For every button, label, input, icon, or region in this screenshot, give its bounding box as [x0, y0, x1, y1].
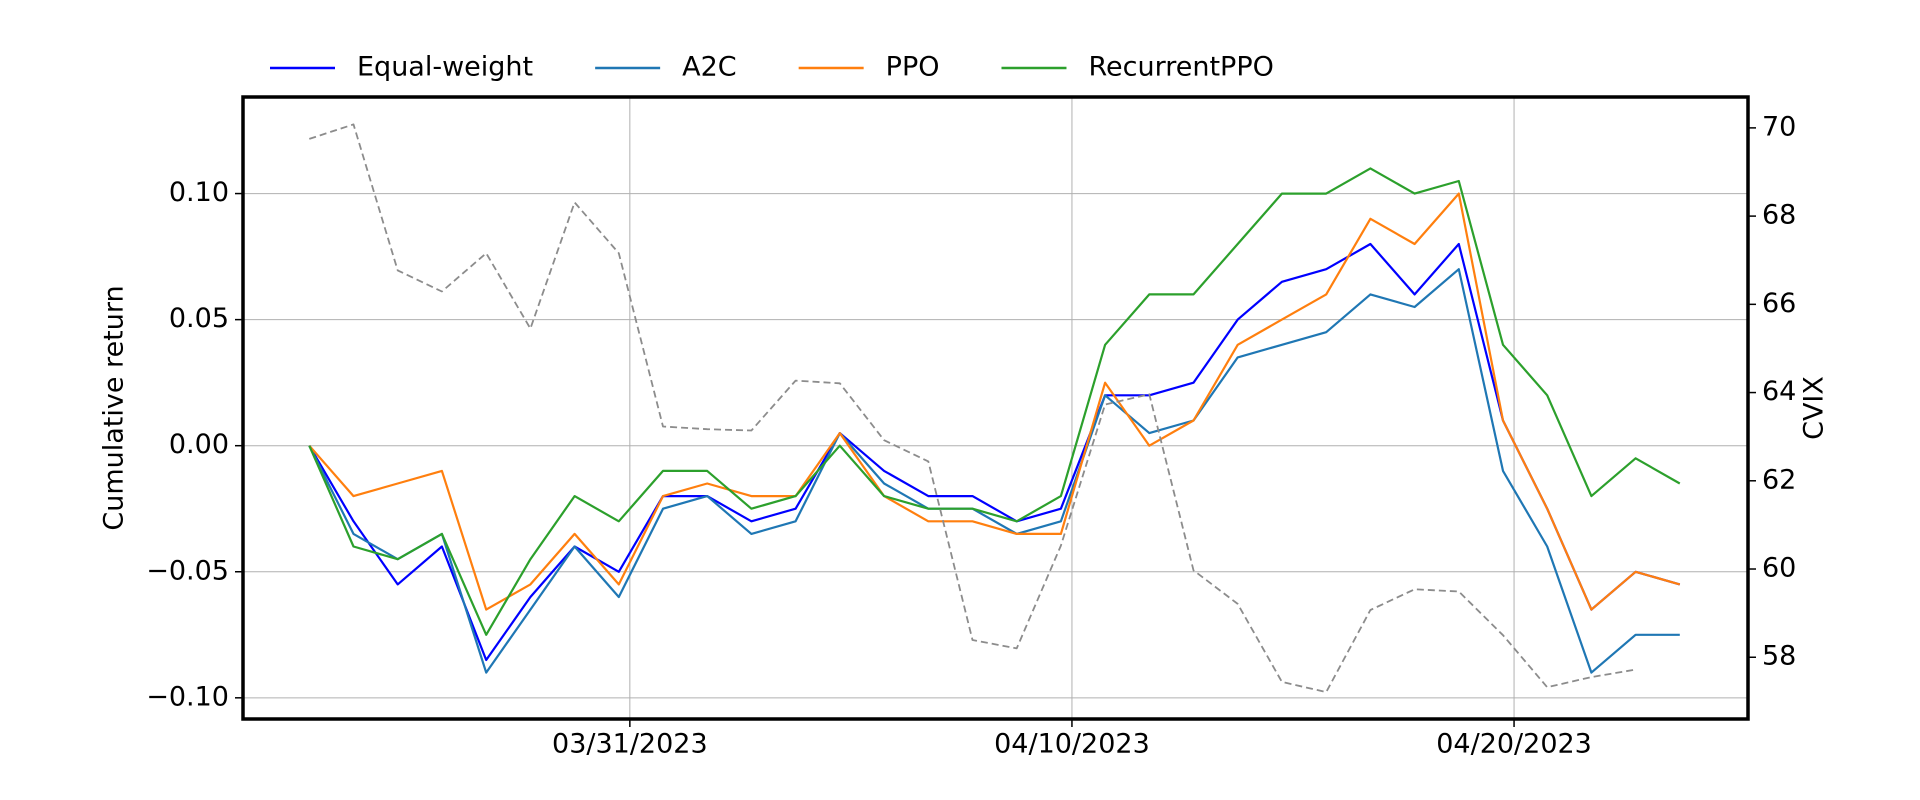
legend-label: RecurrentPPO: [1088, 52, 1273, 83]
y-axis-label: Cumulative return: [99, 285, 130, 530]
legend-label: A2C: [682, 52, 737, 83]
x-tick-label: 03/31/2023: [552, 729, 708, 760]
x-tick-label: 04/10/2023: [994, 729, 1150, 760]
y2-tick-label: 58: [1762, 641, 1796, 672]
y2-axis-label: CVIX: [1799, 376, 1830, 440]
y-tick-label: −0.10: [146, 681, 229, 712]
y2-tick-label: 62: [1762, 464, 1796, 495]
y2-tick-label: 70: [1762, 111, 1796, 142]
y2-tick-label: 60: [1762, 553, 1796, 584]
y-tick-label: 0.05: [169, 303, 229, 334]
series-line: [308, 192, 1681, 611]
y2-tick-label: 66: [1762, 288, 1796, 319]
x-tick-label: 04/20/2023: [1436, 729, 1592, 760]
y-tick-label: −0.05: [146, 555, 229, 586]
series-line: [308, 242, 1681, 662]
cvix-line: [309, 123, 1636, 693]
legend-label: Equal-weight: [357, 52, 533, 83]
y-tick-label: 0.00: [169, 429, 229, 460]
plot-frame: [241, 95, 1750, 721]
y-tick-label: 0.10: [169, 177, 229, 208]
series-line: [308, 268, 1680, 674]
series-line: [308, 167, 1681, 636]
y2-tick-label: 68: [1762, 200, 1796, 231]
legend-label: PPO: [886, 52, 940, 83]
y2-tick-label: 64: [1762, 376, 1796, 407]
